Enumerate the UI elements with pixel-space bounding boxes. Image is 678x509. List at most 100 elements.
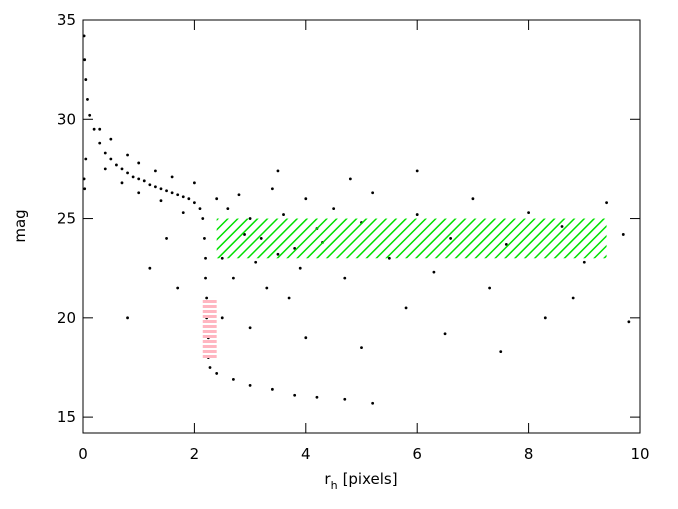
plot-frame (82, 19, 641, 434)
point (304, 336, 308, 340)
point (226, 207, 230, 211)
point (254, 260, 258, 264)
point (471, 197, 475, 201)
point (170, 191, 174, 195)
point (193, 181, 196, 185)
point (201, 217, 205, 220)
point (148, 183, 152, 187)
point (126, 171, 129, 175)
point (193, 201, 196, 205)
point (605, 201, 608, 205)
point (282, 213, 285, 216)
point (109, 137, 113, 141)
point (109, 157, 113, 161)
point (148, 266, 152, 270)
point (84, 78, 88, 81)
point (627, 320, 631, 324)
point (343, 276, 347, 280)
point (231, 276, 235, 280)
point (343, 397, 347, 401)
point (287, 296, 291, 300)
point (315, 395, 319, 399)
point (154, 185, 157, 189)
y-tick-label: 20 (57, 309, 76, 327)
point (332, 207, 336, 211)
point (360, 346, 363, 350)
point (83, 58, 87, 62)
point (248, 383, 252, 387)
point (84, 157, 88, 161)
y-axis-label: mag (11, 209, 29, 242)
x-tick-label: 0 (78, 445, 88, 463)
point (82, 34, 86, 38)
point (82, 177, 86, 181)
point (92, 127, 96, 131)
point (165, 189, 168, 193)
point (165, 237, 168, 240)
point (265, 286, 269, 290)
point (126, 153, 129, 157)
x-label-sub: h (331, 479, 338, 492)
point (198, 207, 202, 211)
point (415, 169, 419, 173)
point (159, 199, 163, 203)
point (237, 193, 241, 197)
x-tick-label: 4 (301, 445, 311, 463)
point (582, 260, 586, 264)
point (248, 326, 252, 330)
x-tick-label: 10 (630, 445, 649, 463)
point (298, 266, 302, 270)
point (543, 316, 547, 320)
point (137, 177, 141, 181)
x-tick-label: 2 (190, 445, 200, 463)
point (83, 187, 87, 191)
point (371, 191, 375, 195)
point (443, 332, 447, 336)
y-tick-label: 25 (57, 210, 76, 228)
selection-region (202, 297, 217, 360)
point (115, 163, 118, 167)
point (270, 187, 274, 191)
point (293, 393, 297, 397)
point (88, 113, 92, 117)
point (488, 286, 492, 290)
point (103, 151, 107, 155)
point (126, 316, 129, 320)
point (404, 306, 408, 310)
x-label-main: r (324, 470, 331, 488)
point (98, 141, 102, 145)
selection-region (216, 218, 607, 259)
point (103, 167, 107, 171)
point (120, 181, 124, 185)
point (215, 372, 219, 375)
point (432, 270, 436, 274)
point (621, 233, 625, 236)
point (176, 286, 180, 290)
x-tick-label: 8 (524, 445, 534, 463)
point (204, 276, 207, 280)
x-axis-label: rh [pixels] (324, 470, 397, 492)
point (181, 211, 185, 215)
point (137, 191, 141, 195)
point (181, 195, 185, 199)
point (137, 161, 141, 165)
point (187, 197, 191, 201)
point (203, 237, 206, 240)
point (208, 366, 212, 369)
point (270, 387, 274, 391)
y-tick-label: 15 (57, 408, 76, 426)
point (170, 175, 174, 179)
point (131, 175, 135, 179)
x-tick-label: 6 (412, 445, 422, 463)
point (215, 197, 219, 201)
point (371, 401, 375, 405)
point (154, 169, 157, 173)
y-tick-label: 30 (57, 110, 76, 128)
point (415, 213, 419, 216)
point (98, 127, 102, 131)
point (499, 350, 503, 353)
point (348, 177, 352, 181)
point (527, 211, 530, 215)
point (176, 193, 180, 197)
